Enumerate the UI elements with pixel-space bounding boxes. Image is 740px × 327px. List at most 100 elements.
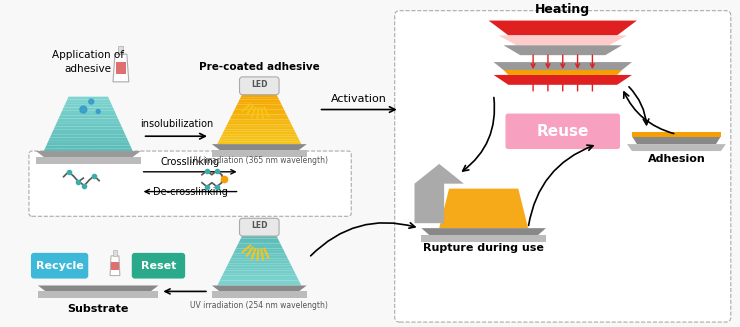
Polygon shape	[44, 148, 132, 151]
Polygon shape	[113, 54, 129, 82]
Polygon shape	[236, 105, 283, 107]
Polygon shape	[235, 107, 284, 110]
Polygon shape	[62, 108, 114, 110]
Polygon shape	[49, 137, 128, 140]
Polygon shape	[212, 150, 307, 157]
FancyBboxPatch shape	[29, 151, 352, 216]
Polygon shape	[51, 132, 125, 135]
Polygon shape	[627, 144, 726, 151]
Polygon shape	[227, 122, 292, 124]
Polygon shape	[225, 268, 294, 271]
Polygon shape	[229, 258, 289, 261]
Polygon shape	[232, 112, 286, 114]
Circle shape	[89, 99, 94, 104]
Polygon shape	[47, 140, 129, 143]
Text: Adhesion: Adhesion	[648, 154, 705, 164]
Polygon shape	[229, 117, 289, 119]
Polygon shape	[229, 119, 290, 122]
Text: Activation: Activation	[332, 94, 387, 104]
Polygon shape	[226, 124, 292, 127]
FancyBboxPatch shape	[116, 62, 126, 74]
Polygon shape	[218, 142, 301, 144]
Polygon shape	[240, 95, 278, 97]
Polygon shape	[66, 99, 110, 102]
Polygon shape	[237, 102, 281, 105]
Polygon shape	[221, 276, 297, 278]
FancyBboxPatch shape	[31, 253, 88, 279]
Polygon shape	[421, 235, 546, 242]
FancyBboxPatch shape	[505, 112, 621, 150]
Polygon shape	[218, 139, 300, 142]
FancyBboxPatch shape	[111, 262, 119, 270]
Text: Heating: Heating	[535, 3, 591, 16]
Polygon shape	[227, 263, 292, 266]
Polygon shape	[212, 144, 307, 150]
FancyBboxPatch shape	[240, 218, 279, 236]
Polygon shape	[231, 256, 288, 258]
Polygon shape	[220, 137, 299, 139]
Polygon shape	[237, 244, 281, 246]
Polygon shape	[236, 246, 283, 249]
FancyBboxPatch shape	[394, 11, 731, 322]
Polygon shape	[218, 281, 300, 283]
Polygon shape	[53, 129, 124, 132]
Polygon shape	[220, 278, 299, 281]
Polygon shape	[65, 102, 112, 105]
Polygon shape	[233, 110, 285, 112]
Text: LED: LED	[251, 221, 268, 230]
Polygon shape	[212, 285, 307, 291]
Text: Recycle: Recycle	[36, 261, 84, 271]
Polygon shape	[60, 113, 117, 116]
Polygon shape	[45, 146, 132, 148]
Polygon shape	[225, 127, 294, 129]
Polygon shape	[238, 241, 280, 244]
Polygon shape	[56, 121, 121, 124]
FancyBboxPatch shape	[632, 132, 721, 137]
FancyBboxPatch shape	[240, 77, 279, 95]
Polygon shape	[494, 75, 632, 85]
Text: Reset: Reset	[141, 261, 176, 271]
Polygon shape	[240, 97, 279, 100]
Polygon shape	[50, 135, 127, 137]
Polygon shape	[238, 100, 280, 102]
Polygon shape	[223, 271, 295, 273]
Polygon shape	[494, 62, 632, 70]
Polygon shape	[414, 164, 464, 223]
Polygon shape	[64, 105, 113, 108]
Polygon shape	[212, 291, 307, 298]
Text: Substrate: Substrate	[67, 304, 129, 314]
Polygon shape	[67, 97, 110, 99]
Polygon shape	[218, 283, 301, 285]
Polygon shape	[58, 116, 118, 118]
Text: UV irradiation (365 nm wavelength): UV irradiation (365 nm wavelength)	[190, 156, 329, 165]
Polygon shape	[632, 136, 721, 144]
Polygon shape	[223, 129, 295, 132]
Circle shape	[96, 110, 100, 113]
Polygon shape	[38, 291, 158, 298]
Text: Pre-coated adhesive: Pre-coated adhesive	[199, 62, 320, 72]
Polygon shape	[240, 238, 279, 241]
Polygon shape	[110, 256, 120, 276]
FancyBboxPatch shape	[113, 250, 117, 256]
Polygon shape	[222, 132, 296, 134]
Polygon shape	[226, 266, 292, 268]
Polygon shape	[503, 45, 622, 55]
Polygon shape	[229, 261, 290, 263]
Polygon shape	[440, 189, 528, 228]
Text: De-crosslinking: De-crosslinking	[152, 186, 227, 197]
Text: Reuse: Reuse	[536, 124, 589, 139]
Polygon shape	[233, 251, 285, 253]
Circle shape	[80, 106, 87, 113]
Polygon shape	[503, 70, 622, 75]
Polygon shape	[235, 249, 284, 251]
Polygon shape	[240, 236, 278, 238]
Polygon shape	[36, 151, 141, 157]
Text: insolubilization: insolubilization	[140, 119, 213, 129]
Polygon shape	[58, 118, 119, 121]
Polygon shape	[38, 285, 158, 291]
Polygon shape	[488, 21, 637, 35]
FancyBboxPatch shape	[132, 253, 185, 279]
Polygon shape	[61, 110, 115, 113]
Polygon shape	[421, 228, 546, 235]
Text: Application of
adhesive: Application of adhesive	[53, 50, 124, 74]
